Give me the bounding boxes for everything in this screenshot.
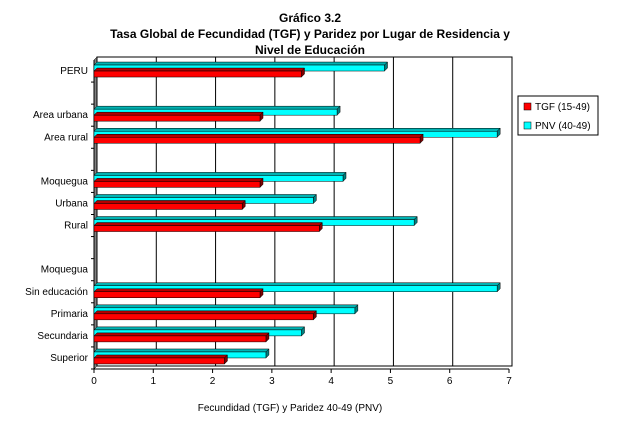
bar-tgf-top (93, 67, 306, 72)
category-label: Urbana (55, 198, 88, 209)
bar-tgf-top (93, 111, 264, 116)
legend-swatch-pnv (523, 121, 532, 130)
bar-tgf (93, 137, 421, 144)
legend-frame (517, 95, 599, 136)
bar-pnv-top (93, 194, 317, 198)
bar-tgf-top (93, 222, 323, 226)
bar-tgf (93, 70, 302, 78)
bar-tgf-top (93, 134, 424, 138)
category-label: PERU (60, 66, 88, 77)
bar-tgf-top (93, 310, 317, 315)
x-tick-label: 7 (506, 376, 512, 387)
x-tick-label: 2 (210, 376, 216, 387)
x-tick-label: 0 (91, 376, 97, 387)
legend-label-pnv: PNV (40-49) (535, 121, 591, 132)
bar-pnv-top (93, 105, 341, 110)
x-tick-label: 3 (269, 376, 275, 387)
bar-pnv (93, 285, 498, 292)
legend-swatch-tgf (523, 102, 532, 111)
plot-area: 0 1 2 3 4 5 6 7 PERU Area urbana Area rural Moquegu… (25, 56, 513, 387)
bar-tgf (93, 335, 267, 343)
chart-title-line-1: Gráfico 3.2 (279, 11, 341, 25)
x-tick-label: 4 (328, 376, 334, 387)
bar-pnv-top (93, 216, 418, 220)
category-label: Moquegua (41, 176, 89, 187)
category-label: Area rural (44, 132, 88, 143)
x-tick-label: 6 (447, 376, 453, 387)
bar-pnv-top (93, 128, 501, 132)
bar-tgf-top (93, 354, 229, 359)
category-label: Rural (64, 221, 88, 232)
x-tick-label: 5 (388, 376, 394, 387)
category-label: Superior (50, 353, 88, 364)
bar-tgf-top (93, 200, 246, 204)
bar-tgf (93, 291, 261, 298)
legend-label-tgf: TGF (15-49) (535, 102, 590, 113)
bar-pnv-top (93, 61, 389, 66)
category-label: Secundaria (37, 331, 88, 342)
bar-pnv-top (93, 326, 306, 331)
category-label: Sin educación (25, 287, 88, 298)
bar-tgf-top (93, 288, 264, 292)
bar-tgf-top (93, 178, 264, 182)
bar-pnv-top (93, 304, 359, 309)
chart-title-line-3: Nivel de Educación (255, 43, 365, 57)
bar-pnv-top (93, 348, 270, 353)
bar-tgf (93, 225, 320, 232)
x-axis-label: Fecundidad (TGF) y Paridez 40-49 (PNV) (198, 403, 383, 414)
bar-tgf (93, 203, 243, 210)
bar-tgf (93, 357, 225, 365)
category-label: Moquegua (41, 265, 89, 276)
legend: TGF (15-49) PNV (40-49) (517, 95, 599, 136)
category-label: Area urbana (33, 110, 88, 121)
chart-title-line-2: Tasa Global de Fecundidad (TGF) y Paride… (110, 27, 510, 41)
category-label: Primaria (51, 309, 89, 320)
bar-tgf (93, 181, 261, 188)
bar-pnv-top (93, 282, 501, 286)
x-tick-label: 1 (151, 376, 157, 387)
bar-tgf (93, 313, 314, 321)
bar-tgf (93, 114, 261, 122)
bar-tgf-top (93, 332, 270, 337)
bar-pnv-top (93, 172, 347, 176)
